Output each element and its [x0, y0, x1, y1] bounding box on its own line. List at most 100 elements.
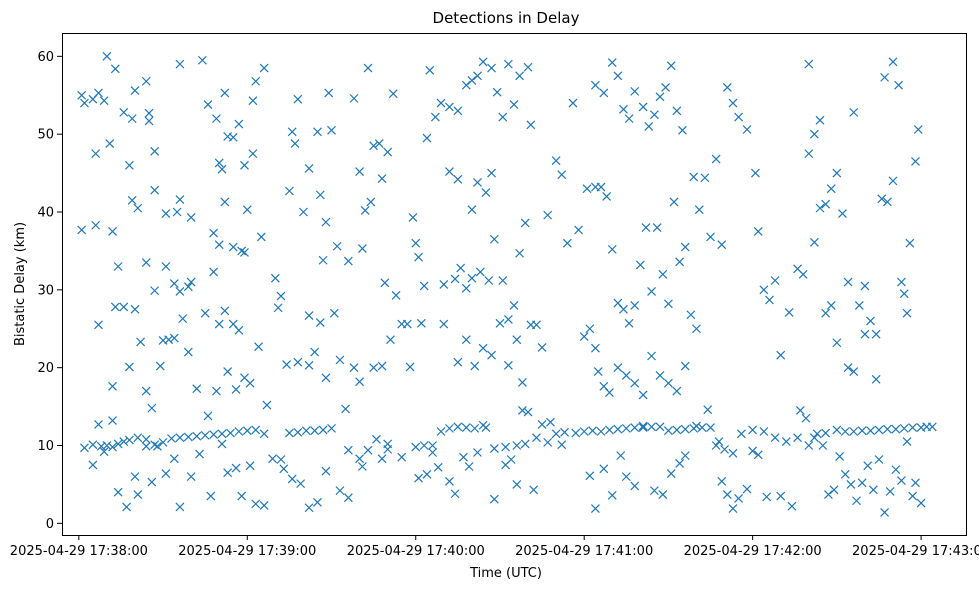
data-point	[821, 199, 831, 209]
data-point	[105, 139, 115, 148]
data-point	[284, 186, 294, 196]
data-point	[908, 491, 918, 501]
data-point	[866, 426, 875, 436]
data-point	[557, 170, 567, 180]
data-point	[470, 423, 480, 433]
data-point	[532, 320, 541, 330]
data-point	[130, 472, 140, 482]
data-point	[857, 478, 867, 488]
data-point	[262, 400, 272, 410]
data-point	[911, 478, 920, 488]
data-point	[585, 471, 595, 481]
data-point	[512, 441, 522, 450]
data-point	[503, 314, 513, 324]
data-point	[211, 114, 221, 124]
data-point	[419, 281, 429, 291]
data-point	[144, 108, 154, 118]
data-point	[450, 274, 460, 284]
data-point	[119, 437, 129, 447]
data-point	[234, 325, 244, 335]
data-point	[153, 441, 162, 451]
data-point	[77, 225, 87, 235]
data-point	[888, 176, 898, 186]
data-point	[186, 213, 196, 222]
data-point	[293, 427, 303, 437]
data-point	[102, 441, 112, 450]
data-point	[405, 362, 415, 372]
data-point	[509, 100, 519, 110]
data-point	[108, 227, 117, 236]
data-point	[487, 168, 496, 178]
data-point	[579, 332, 589, 341]
data-point	[133, 490, 143, 499]
data-point	[734, 112, 744, 122]
plot-area	[62, 33, 966, 535]
data-point	[849, 367, 859, 376]
data-point	[240, 248, 249, 257]
data-point	[161, 469, 171, 478]
data-point	[706, 423, 715, 433]
data-point	[169, 279, 179, 289]
data-point	[658, 269, 668, 279]
data-point	[638, 390, 648, 400]
data-point	[242, 205, 252, 215]
data-point	[422, 133, 432, 143]
data-point	[630, 481, 640, 491]
data-point	[223, 468, 233, 478]
data-point	[231, 385, 241, 394]
data-point	[276, 455, 286, 464]
data-point	[588, 426, 598, 436]
data-point	[734, 493, 744, 503]
data-point	[624, 318, 634, 328]
data-point	[846, 479, 856, 489]
data-point	[523, 62, 533, 72]
data-point	[110, 302, 120, 312]
data-point	[475, 267, 485, 277]
data-point	[150, 440, 160, 450]
data-point	[259, 63, 269, 73]
data-point	[77, 90, 87, 100]
data-point	[369, 141, 379, 151]
data-point	[327, 125, 336, 135]
data-point	[175, 433, 185, 443]
data-point	[835, 451, 845, 461]
data-point	[445, 102, 454, 112]
data-point	[840, 469, 850, 479]
data-point	[445, 423, 454, 433]
data-point	[124, 362, 134, 372]
data-point	[144, 116, 154, 126]
data-point	[793, 433, 802, 443]
data-point	[161, 262, 171, 271]
data-point	[503, 59, 513, 69]
data-point	[770, 433, 780, 443]
data-point	[108, 381, 117, 391]
plot-frame	[62, 33, 967, 536]
data-point	[245, 461, 255, 471]
data-point	[360, 206, 370, 215]
data-point	[304, 360, 314, 370]
data-point	[175, 195, 185, 204]
data-point	[686, 310, 696, 320]
data-point	[304, 163, 314, 173]
data-point	[461, 283, 471, 293]
data-point	[675, 458, 685, 468]
data-point	[753, 450, 763, 460]
data-point	[809, 129, 819, 139]
data-point	[661, 83, 671, 92]
data-point	[242, 426, 252, 436]
data-point	[849, 427, 859, 436]
data-point	[402, 319, 412, 329]
x-tick-label: 2025-04-29 17:42:00	[684, 544, 822, 559]
data-point	[717, 476, 727, 486]
data-point	[141, 434, 151, 444]
data-point	[680, 424, 690, 434]
data-point	[897, 277, 906, 287]
data-point	[863, 461, 873, 471]
data-point	[905, 238, 915, 248]
data-point	[880, 508, 890, 517]
data-point	[301, 426, 311, 436]
data-point	[200, 308, 210, 318]
data-point	[234, 427, 244, 436]
data-point	[866, 316, 875, 326]
data-point	[467, 76, 477, 85]
